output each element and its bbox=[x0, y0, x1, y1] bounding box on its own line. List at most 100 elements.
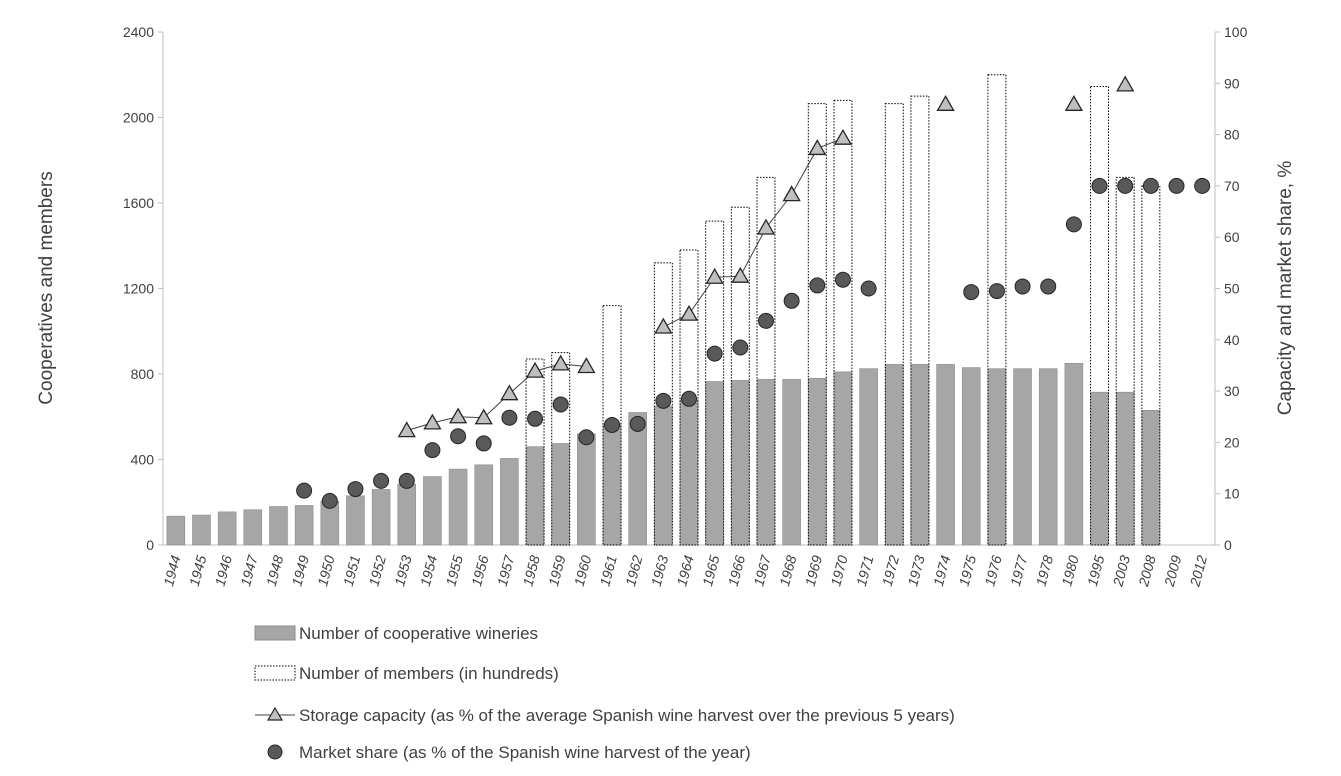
category-label: 1949 bbox=[289, 553, 313, 587]
wineries-bar bbox=[602, 423, 622, 546]
wineries-bar bbox=[654, 405, 673, 546]
market-share-point bbox=[681, 390, 697, 407]
wineries-bar bbox=[217, 511, 237, 546]
capacity-point bbox=[551, 354, 570, 371]
market-share-point bbox=[475, 435, 492, 452]
wineries-bar bbox=[731, 380, 750, 546]
wineries-bar bbox=[705, 381, 724, 546]
x-axis-categories: 1944 1945 1946 1947 1948 1949 1950 1951 1952 1953… bbox=[160, 552, 1210, 588]
capacity-point bbox=[448, 407, 468, 424]
members-bar bbox=[833, 99, 853, 546]
category-label: 1968 bbox=[776, 553, 800, 587]
wineries-bar bbox=[346, 495, 365, 546]
wineries-bar bbox=[525, 446, 545, 546]
wineries-bar bbox=[269, 506, 288, 546]
category-label: 2003 bbox=[1109, 553, 1133, 588]
category-label: 1961 bbox=[596, 554, 620, 588]
capacity-point bbox=[833, 128, 853, 145]
category-label: 1945 bbox=[186, 553, 210, 587]
category-label: 1954 bbox=[417, 553, 441, 587]
members-bar bbox=[679, 249, 699, 546]
category-label: 1958 bbox=[519, 553, 543, 587]
market-share-point bbox=[527, 410, 544, 427]
category-label: 1962 bbox=[622, 553, 646, 587]
capacity-point bbox=[654, 317, 673, 334]
members-bar bbox=[987, 74, 1007, 546]
capacity-point bbox=[756, 218, 776, 235]
market-share-point bbox=[834, 271, 851, 288]
category-label: 1966 bbox=[725, 553, 749, 587]
category-label: 1967 bbox=[750, 552, 774, 587]
right-tick-label: 30 bbox=[1224, 383, 1240, 399]
legend-swatch-wineries bbox=[254, 625, 296, 641]
market-share-point bbox=[732, 339, 749, 356]
right-tick-label: 80 bbox=[1224, 127, 1240, 143]
category-label: 1976 bbox=[981, 553, 1005, 587]
category-label: 1956 bbox=[468, 553, 492, 587]
capacity-point bbox=[1116, 75, 1135, 92]
members-bar bbox=[1090, 86, 1110, 546]
wineries-bar bbox=[961, 367, 981, 546]
category-label: 1970 bbox=[827, 553, 851, 587]
members-bar bbox=[730, 206, 750, 546]
left-tick-label: 0 bbox=[146, 537, 154, 553]
wineries-bar bbox=[423, 476, 442, 546]
members-bar bbox=[910, 95, 930, 546]
wineries-bar bbox=[500, 458, 519, 546]
capacity-point bbox=[423, 413, 442, 430]
market-share-point bbox=[1040, 278, 1057, 295]
left-tick-label: 1600 bbox=[123, 195, 154, 211]
capacity-point bbox=[1064, 95, 1083, 111]
members-bar bbox=[653, 262, 673, 546]
legend-triangle-icon bbox=[266, 706, 284, 721]
wineries-bar bbox=[987, 368, 1007, 546]
wineries-bar bbox=[1141, 410, 1161, 546]
right-tick-label: 40 bbox=[1224, 332, 1240, 348]
market-share-point bbox=[1194, 177, 1211, 194]
market-share-point bbox=[757, 312, 774, 329]
category-label: 1965 bbox=[699, 553, 723, 587]
wineries-bar bbox=[397, 483, 417, 546]
capacity-point bbox=[500, 384, 519, 401]
market-share-point bbox=[578, 429, 595, 446]
category-label: 2012 bbox=[1186, 553, 1210, 588]
wineries-bar bbox=[294, 505, 314, 546]
wineries-bar bbox=[679, 399, 699, 546]
wineries-bar bbox=[192, 514, 211, 546]
capacity-point bbox=[808, 139, 827, 156]
market-share-point bbox=[552, 396, 569, 413]
market-share-series bbox=[296, 177, 1211, 509]
capacity-point bbox=[679, 304, 699, 321]
left-tick-label: 1200 bbox=[123, 281, 154, 297]
legend-label-capacity: Storage capacity (as % of the average Sp… bbox=[299, 706, 955, 725]
market-share-point bbox=[321, 492, 338, 509]
right-axis: 0 10 20 30 40 50 60 70 80 90 100 bbox=[1214, 24, 1248, 553]
category-label: 1971 bbox=[853, 554, 877, 588]
capacity-point bbox=[525, 361, 545, 378]
wineries-bar bbox=[808, 377, 827, 546]
legend-label-members: Number of members (in hundreds) bbox=[299, 664, 559, 683]
category-label: 1950 bbox=[314, 553, 338, 587]
wineries-bar bbox=[371, 489, 391, 546]
market-share-point bbox=[988, 283, 1005, 300]
legend-circle-icon bbox=[267, 744, 283, 760]
members-bar bbox=[756, 176, 776, 546]
right-tick-label: 100 bbox=[1224, 24, 1248, 40]
category-label: 1995 bbox=[1084, 553, 1108, 587]
right-tick-label: 70 bbox=[1224, 178, 1240, 194]
legend-swatch-members bbox=[254, 665, 296, 681]
market-share-point bbox=[1014, 278, 1031, 295]
market-share-point bbox=[373, 472, 390, 489]
wineries-bar bbox=[1115, 391, 1135, 546]
wineries-bar bbox=[782, 379, 801, 546]
wineries-bar bbox=[884, 364, 904, 546]
capacity-line bbox=[663, 137, 844, 328]
category-label: 1974 bbox=[930, 553, 954, 587]
capacity-point bbox=[705, 267, 724, 284]
wineries-bar bbox=[756, 379, 776, 546]
members-bars bbox=[525, 74, 1161, 546]
category-label: 1978 bbox=[1033, 553, 1057, 587]
right-tick-label: 20 bbox=[1224, 434, 1240, 450]
left-tick-label: 800 bbox=[131, 366, 155, 382]
right-tick-label: 90 bbox=[1224, 75, 1240, 91]
